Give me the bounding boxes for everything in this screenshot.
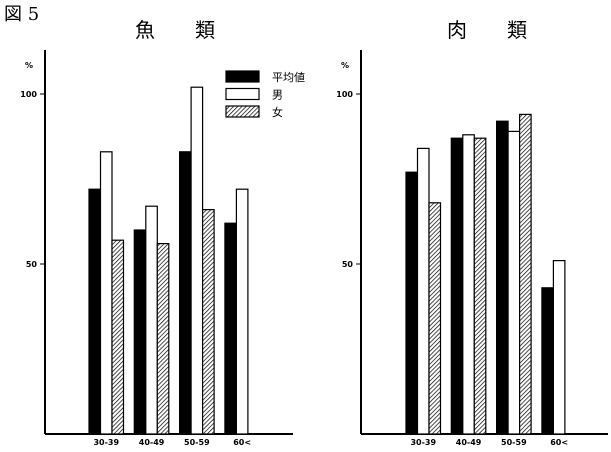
bar-white-50-59 <box>190 86 204 435</box>
bar-black-60< <box>541 287 555 435</box>
bar-hatched-30-39 <box>111 239 125 435</box>
bar-white-40-49 <box>145 205 158 435</box>
figure-label: 図 5 <box>4 4 39 25</box>
bar-black-60< <box>224 222 237 435</box>
bar-white-60< <box>235 188 249 435</box>
bar-black-30-39 <box>405 171 419 435</box>
y-tick-label: 50 <box>342 260 354 269</box>
bar-white-30-39 <box>416 147 430 435</box>
bar-black-40-49 <box>133 229 147 435</box>
y-tick-label: 50 <box>26 260 38 269</box>
legend-label: 女 <box>272 105 283 119</box>
legend-swatch-black <box>225 70 260 83</box>
y-tick-label: 100 <box>20 90 37 99</box>
x-tick-label: 40-49 <box>456 438 482 447</box>
x-tick-label: 60< <box>233 438 251 447</box>
chart-title: 肉 類 <box>447 18 527 42</box>
legend-swatch-hatched <box>225 105 260 118</box>
bar-black-40-49 <box>450 137 464 435</box>
y-axis-unit: % <box>341 61 349 70</box>
bar-black-50-59 <box>496 120 509 435</box>
bar-hatched-40-49 <box>156 243 170 435</box>
bar-hatched-40-49 <box>473 137 487 435</box>
bar-black-30-39 <box>88 188 102 435</box>
bar-white-50-59 <box>507 130 521 435</box>
legend-swatch-white <box>225 87 260 101</box>
x-tick-label: 50-59 <box>501 438 527 447</box>
bar-white-30-39 <box>99 151 113 435</box>
bar-white-40-49 <box>462 134 475 435</box>
bar-hatched-50-59 <box>202 209 215 435</box>
bar-black-50-59 <box>179 151 192 435</box>
chart-title: 魚 類 <box>135 18 215 42</box>
x-tick-label: 30-39 <box>410 438 436 447</box>
y-tick-label: 100 <box>336 90 353 99</box>
bar-white-60< <box>552 260 566 435</box>
bar-hatched-50-59 <box>518 113 532 435</box>
x-tick-label: 50-59 <box>184 438 210 447</box>
x-tick-label: 40-49 <box>139 438 165 447</box>
legend-label: 男 <box>272 89 283 102</box>
y-axis-unit: % <box>25 61 33 70</box>
legend-label: 平均値 <box>272 71 305 84</box>
bar-hatched-30-39 <box>428 202 442 435</box>
x-tick-label: 60< <box>550 438 568 447</box>
x-tick-label: 30-39 <box>93 438 119 447</box>
